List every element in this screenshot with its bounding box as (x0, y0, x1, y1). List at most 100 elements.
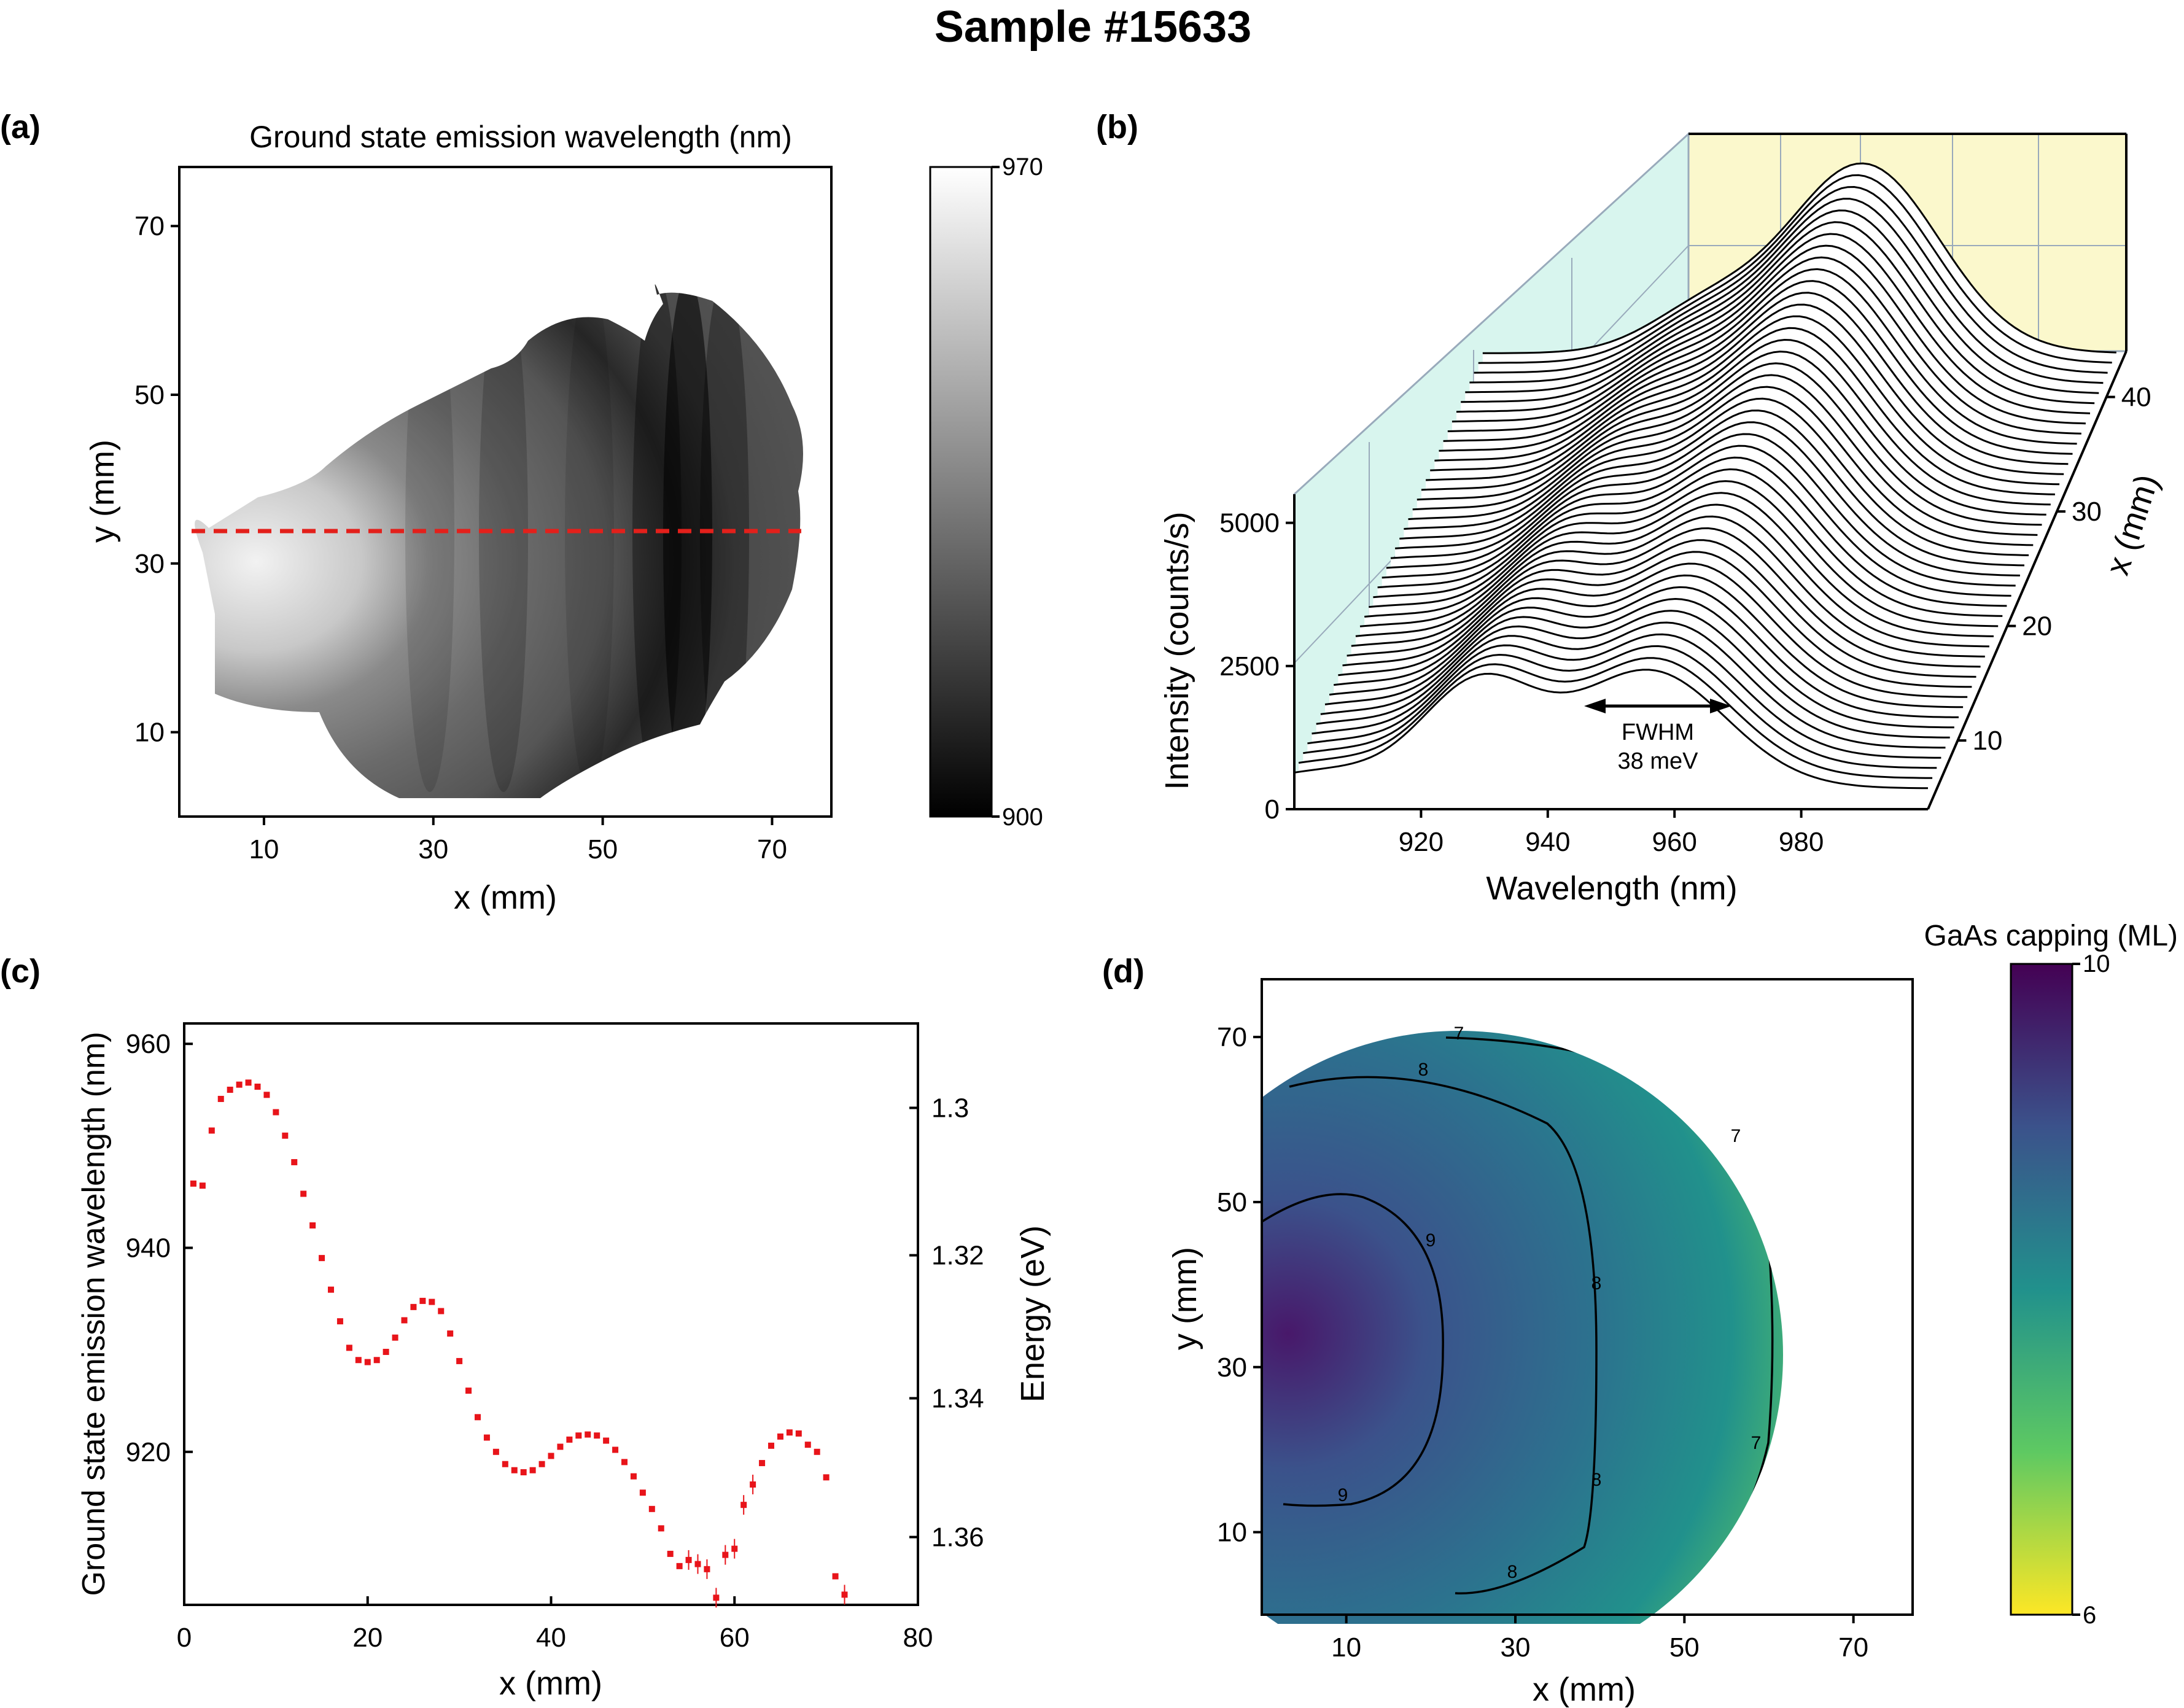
data-point (575, 1432, 582, 1439)
x-tick-label: 80 (903, 1623, 933, 1653)
data-point (630, 1473, 637, 1480)
data-point (676, 1562, 683, 1569)
data-point (475, 1414, 481, 1421)
spectrum-line (1303, 645, 1937, 769)
data-point (520, 1469, 527, 1476)
data-point (823, 1474, 830, 1481)
data-point (465, 1388, 472, 1394)
y-tick-label: 940 (126, 1233, 171, 1264)
panel-c: (c) 0 20 40 60 80 920 940 960 1.3 1.32 1.34 1.36 x … (0, 953, 1051, 1702)
x-tick-label: 980 (1779, 827, 1824, 857)
data-point (529, 1467, 536, 1473)
contour-9 (1261, 1193, 1444, 1507)
panel-c-frame (183, 1022, 919, 1606)
panel-c-y2label: Energy (eV) (1014, 1225, 1051, 1402)
data-point (346, 1345, 352, 1351)
y-tick-label: 10 (1217, 1518, 1247, 1548)
spectrum-line (1373, 456, 2007, 607)
panel-c-label: (c) (0, 953, 41, 990)
spectrum-line (1421, 327, 2055, 495)
data-point (199, 1182, 206, 1189)
spectrum-line (1386, 421, 2020, 576)
contour-labels: 7 8 9 8 9 8 7 7 8 (1338, 1023, 1762, 1582)
panel-b-label: (b) (1096, 109, 1138, 146)
y-tick-label: 70 (1217, 1022, 1247, 1052)
data-point (208, 1127, 215, 1134)
panel-a-label: (a) (0, 109, 41, 146)
contour-label: 7 (1751, 1433, 1762, 1453)
y-tick-label: 960 (126, 1029, 171, 1059)
contour-label: 8 (1418, 1060, 1429, 1080)
contour-label: 9 (1426, 1230, 1436, 1251)
y2-tick-label: 1.34 (931, 1384, 984, 1414)
data-point (722, 1551, 729, 1558)
panel-a-ylabel: y (mm) (84, 440, 121, 543)
fwhm-annotation: FWHM 38 meV (1584, 699, 1731, 774)
data-point (777, 1433, 783, 1440)
panel-c-ylabel: Ground state emission wavelength (nm) (76, 1031, 112, 1596)
map-bands (405, 284, 749, 792)
panel-d-cb-min: 6 (2083, 1602, 2096, 1629)
data-point (429, 1298, 435, 1305)
spectrum-line (1390, 410, 2025, 567)
data-point (227, 1086, 233, 1093)
spectrum-line (1320, 597, 1954, 729)
map-band (405, 284, 454, 792)
data-point (768, 1442, 774, 1449)
data-point (694, 1561, 701, 1567)
y-tick-label: 50 (1217, 1187, 1247, 1217)
panel-d: (d) GaAs capping (ML) 7 8 9 8 9 8 7 7 8 10 30 50 70… (1102, 920, 2178, 1708)
data-point (447, 1330, 454, 1337)
spectrum-line (1443, 268, 2077, 445)
x-tick-label: 0 (177, 1623, 192, 1653)
y-tick-label: 50 (134, 380, 165, 410)
contour-label: 8 (1591, 1470, 1602, 1490)
spectrum-line (1439, 280, 2073, 455)
spectrum-line (1416, 338, 2051, 506)
panel-c-points (190, 1079, 848, 1608)
data-point (492, 1448, 499, 1455)
wavelength-map (195, 284, 804, 798)
panel-d-ticks: 10 30 50 70 10 30 50 70 (1217, 1022, 1868, 1663)
y2-tick-label: 1.36 (931, 1523, 984, 1553)
data-point (254, 1084, 261, 1090)
fwhm-value: 38 meV (1618, 748, 1699, 774)
panel-b-ticks: 920 940 960 980 0 2500 5000 10 20 30 40 (1219, 382, 2151, 857)
z-tick-label: 10 (1972, 726, 2002, 756)
spectrum-line (1404, 374, 2038, 536)
data-point (750, 1481, 756, 1488)
spectrum-line (1359, 492, 1994, 637)
data-point (502, 1461, 508, 1467)
spectrum-line (1294, 669, 1929, 790)
data-point (328, 1286, 334, 1293)
data-point (217, 1095, 224, 1102)
data-point (786, 1429, 793, 1436)
contour-8 (1289, 1076, 1598, 1595)
y-tick-label: 5000 (1219, 508, 1280, 538)
spectrum-line (1298, 657, 1933, 779)
data-point (273, 1109, 279, 1116)
data-point (401, 1317, 408, 1324)
y-tick-label: 920 (126, 1437, 171, 1467)
panel-d-cb-max: 10 (2083, 950, 2110, 977)
panel-b-zaxis (1927, 351, 2128, 810)
panel-a-colorbar (929, 166, 993, 818)
data-point (667, 1550, 674, 1557)
spectrum-line (1329, 574, 1964, 708)
spectrum-line (1338, 551, 1972, 688)
x-tick-label: 10 (1331, 1632, 1361, 1663)
spectrum-line (1430, 303, 2064, 475)
spectrum-line (1347, 527, 1981, 668)
data-point (282, 1132, 289, 1139)
spectrum-line (1334, 562, 1968, 698)
data-point (336, 1318, 343, 1325)
data-point (713, 1594, 720, 1601)
x-tick-label: 10 (249, 834, 279, 864)
data-point (548, 1453, 554, 1459)
map-band (663, 284, 712, 792)
spectrum-line (1426, 315, 2060, 486)
map-band (700, 284, 749, 792)
spectrum-line (1482, 162, 2116, 354)
y-tick-label: 2500 (1219, 651, 1280, 681)
panel-a-frame (178, 166, 833, 818)
